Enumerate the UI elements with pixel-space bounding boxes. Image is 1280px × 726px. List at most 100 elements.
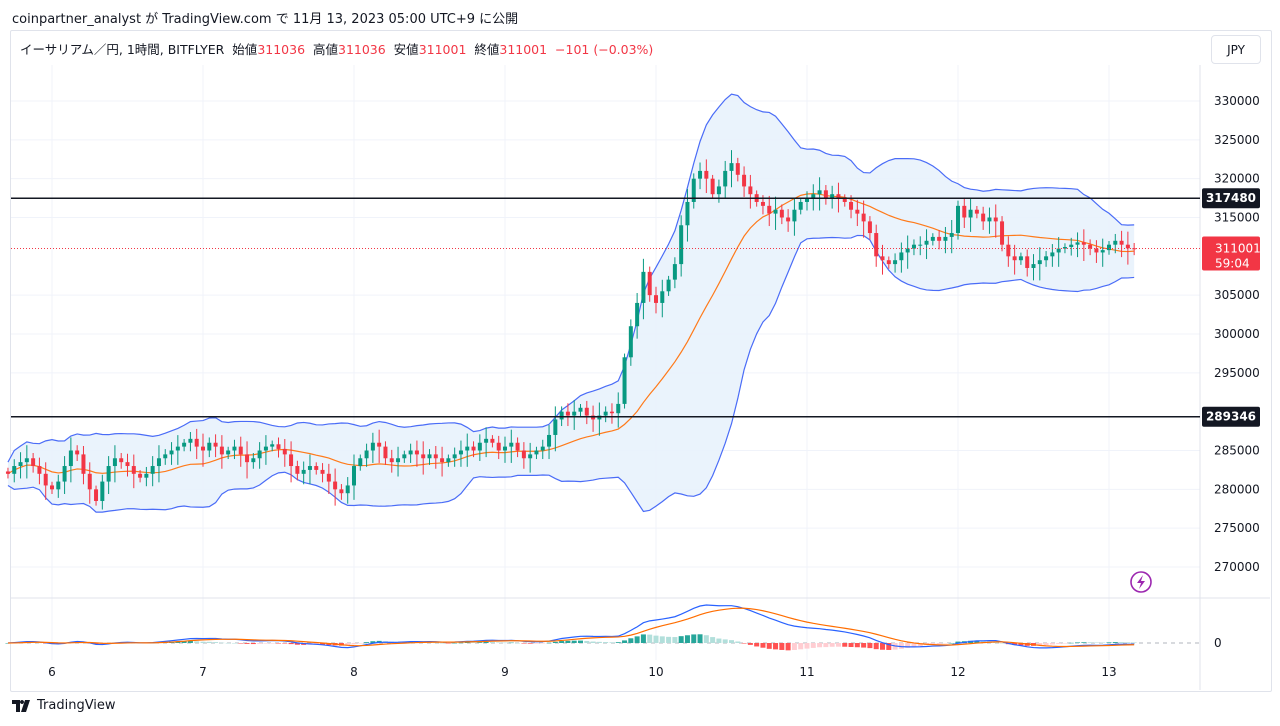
hline-price-label: 317480 [1206,191,1256,205]
macd-histogram-bar [93,643,99,645]
candle-body [905,248,910,253]
candle-body [119,458,124,463]
macd-histogram-bar [785,643,791,651]
candle-body [1000,221,1005,245]
currency-button[interactable]: JPY [1211,35,1261,64]
macd-histogram-bar [666,636,672,643]
high-value: 311036 [338,42,386,57]
macd-histogram-bar [848,643,854,647]
candle-body [138,473,143,478]
macd-histogram-bar [357,643,363,644]
candle [572,400,577,430]
candle-body [748,186,753,195]
candle-body [823,190,828,199]
macd-histogram-bar [628,638,634,643]
bollinger-lower-line [7,234,1135,513]
candle [169,442,174,465]
candle [471,441,476,458]
countdown-label: 59:04 [1215,257,1250,271]
candle [1000,216,1005,252]
candle [968,198,973,232]
candle-body [1113,240,1118,245]
candle-body [974,209,979,214]
low-value: 311001 [418,42,467,57]
candle-body [1012,256,1017,261]
candle [503,436,507,463]
macd-histogram-bar [880,643,885,650]
lightning-icon[interactable] [1130,571,1152,593]
macd-histogram-bar [1056,643,1062,644]
macd-histogram-bar [238,643,244,644]
y-tick-label: 295000 [1214,366,1260,380]
candle [981,206,986,230]
candle [1018,252,1023,265]
candle-body [559,411,564,420]
candle [710,174,715,199]
footer-logo[interactable]: TradingView [12,698,116,713]
candle [918,236,923,256]
close-label: 終値 [474,42,500,57]
candle [339,484,344,500]
candle-body [578,407,583,412]
candle [43,462,48,500]
candle [1025,249,1030,277]
candle [647,266,652,302]
candle [138,470,143,483]
candle-body [1088,244,1093,249]
candle-body [786,217,791,222]
candle-body [867,221,872,234]
y-tick-label: 330000 [1214,94,1260,108]
candle-body [352,466,356,486]
candle-body [1044,256,1049,261]
candle [609,403,614,424]
macd-histogram-bar [250,643,256,645]
candle [295,460,300,481]
candle-body [742,174,747,187]
x-tick-label: 13 [1101,665,1116,679]
candle-body [735,163,740,175]
candle-body [729,163,734,171]
hline-price-label: 289346 [1206,410,1256,424]
candle-body [18,462,23,467]
macd-histogram-bar [1087,642,1093,643]
candle-body [572,411,577,416]
macd-histogram-bar [1037,643,1043,646]
candle-body [301,469,306,474]
candle [18,452,23,479]
lightning-icon-bolt [1137,575,1145,589]
macd-histogram-bar [364,642,370,643]
candle [251,452,256,469]
candle [911,239,916,256]
candle [119,452,124,469]
macd-signal-line [7,607,1135,648]
candle-body [628,326,633,358]
candle-body [345,485,350,494]
candle [75,445,80,461]
candle-body [383,446,388,459]
x-tick-label: 8 [350,665,358,679]
x-tick-label: 9 [501,665,509,679]
macd-histogram-bar [867,643,873,649]
candle-body [238,446,243,455]
macd-histogram-bar [269,643,275,644]
macd-histogram-bar [1018,643,1024,646]
candle-body [465,446,470,451]
macd-histogram-bar [829,643,835,647]
macd-histogram-bar [766,643,772,649]
candle-body [490,438,495,443]
candle [956,200,960,240]
candle-body [326,473,331,482]
candle [320,463,325,483]
y-tick-label: 300000 [1214,327,1260,341]
candle-body [144,473,149,478]
macd-histogram-bar [483,641,489,643]
candle [654,286,658,314]
candle-body [251,458,256,463]
candle [509,429,514,463]
candle-body [68,450,73,467]
candle [106,456,111,494]
macd-histogram-bar [370,641,376,643]
macd-histogram-bar [458,642,464,644]
macd-histogram-bar [439,642,445,644]
